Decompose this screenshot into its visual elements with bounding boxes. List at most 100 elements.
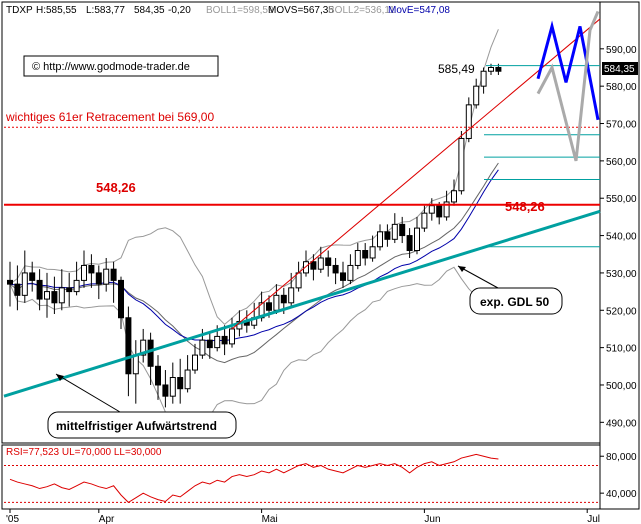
y-tick-label: 550,00 — [606, 194, 637, 205]
candle-body — [73, 279, 80, 293]
retracement-label: wichtiges 61er Retracement bei 569,00 — [5, 110, 214, 124]
x-tick-label: '05 — [6, 514, 19, 524]
candle-body — [162, 384, 169, 397]
candle-body — [147, 339, 154, 367]
candle-body — [266, 302, 272, 311]
y-tick-label: 530,00 — [606, 269, 637, 280]
rsi-tick-label: 80,000 — [606, 452, 637, 463]
last-price-box — [602, 62, 638, 75]
candle-body — [369, 246, 376, 259]
candle-body — [103, 268, 110, 285]
gdl-arrow-head — [458, 266, 466, 272]
candle-body — [221, 335, 228, 345]
candle-body — [354, 250, 361, 266]
trend-callout-box — [47, 411, 237, 439]
candle-body — [169, 377, 176, 397]
annotation-layer — [3, 10, 601, 398]
candle-body — [155, 365, 161, 386]
candle-body — [110, 268, 117, 281]
candle-body — [14, 283, 21, 296]
watermark-text: © http://www.godmode-trader.de — [32, 61, 190, 73]
candle-body — [495, 66, 502, 72]
header-change: -0,20 — [168, 5, 191, 16]
candle-body — [273, 294, 280, 311]
candle-body — [362, 250, 369, 259]
rsi-layer: 40,000 80,000 — [4, 452, 637, 504]
header-high: H:585,55 — [36, 5, 77, 16]
header-low: L:583,77 — [86, 5, 125, 16]
candles-layer — [7, 63, 502, 408]
rsi-title: RSI=77,523 UL=70,000 LL=30,000 — [6, 447, 162, 458]
candle-body — [36, 279, 43, 300]
candle-body — [451, 190, 457, 203]
candle-body — [66, 287, 73, 293]
candle-body — [436, 205, 443, 218]
projection-gray-path — [536, 10, 600, 162]
candle-body — [206, 339, 213, 349]
candle-body — [7, 279, 13, 285]
candle-body — [295, 272, 302, 289]
candle-body — [229, 328, 235, 345]
candle-body — [199, 339, 206, 356]
candle-body — [480, 70, 487, 87]
candle-body — [51, 291, 58, 304]
candle-body — [421, 212, 428, 229]
candle-body — [44, 291, 50, 300]
candle-body — [58, 287, 65, 304]
header-symbol: TDXP — [6, 5, 33, 16]
candle-body — [317, 257, 324, 270]
support-label-left: 548,26 — [96, 180, 136, 195]
candle-body — [29, 272, 36, 281]
gdl-callout-arrow — [457, 265, 499, 289]
candle-body — [21, 272, 28, 296]
y-tick-label: 570,00 — [606, 120, 637, 131]
candle-body — [192, 354, 198, 371]
candle-body — [95, 272, 102, 285]
rsi-line — [9, 453, 499, 504]
trend-arrow-head — [56, 374, 64, 381]
candle-body — [473, 85, 480, 106]
candle-body — [288, 287, 295, 304]
axis-layer: 490,00 500,00 510,00 520,00 530,00 540,00 550,… — [6, 45, 637, 524]
watermark-box — [23, 55, 219, 77]
candle-body — [384, 231, 391, 240]
y-tick-label: 560,00 — [606, 157, 637, 168]
candle-body — [118, 279, 124, 319]
y-tick-label: 580,00 — [606, 82, 637, 93]
gdl-callout-box — [469, 287, 563, 315]
candle-body — [391, 223, 398, 240]
candle-body — [88, 264, 95, 274]
candle-body — [488, 66, 494, 72]
header-boll2: BOLL2=536,11 — [328, 5, 395, 16]
bollinger-lower-line — [9, 266, 499, 433]
candle-body — [332, 264, 339, 274]
candle-body — [140, 339, 147, 356]
y-tick-label: 510,00 — [606, 344, 637, 355]
candle-body — [340, 272, 346, 281]
candle-body — [132, 354, 139, 375]
uptrend-line — [3, 209, 601, 398]
candle-body — [347, 264, 354, 281]
candle-body — [406, 235, 413, 252]
candle-body — [125, 317, 132, 375]
y-tick-label: 490,00 — [606, 418, 637, 429]
candle-body — [458, 137, 465, 192]
trend-callout-label: mittelfristiger Aufwärtstrend — [56, 419, 217, 433]
header-move: MovE=547,08 — [388, 5, 450, 16]
candle-body — [177, 377, 184, 390]
header-last: 584,35 — [134, 5, 165, 16]
candle-body — [184, 369, 191, 390]
rsi-panel-frame — [1, 444, 601, 510]
y-tick-label: 520,00 — [606, 306, 637, 317]
y-tick-label: 540,00 — [606, 232, 637, 243]
header-boll1: BOLL1=598,59 — [206, 5, 274, 16]
price-label: 585,49 — [438, 62, 475, 76]
y-tick-label: 590,00 — [606, 45, 637, 56]
x-tick-label: Mai — [262, 514, 278, 524]
candle-body — [414, 227, 420, 252]
header-movs: MOVS=567,35 — [268, 5, 334, 16]
candle-body — [428, 205, 435, 214]
trend-callout-arrow — [55, 373, 121, 413]
gdl-callout-label: exp. GDL 50 — [480, 295, 549, 309]
